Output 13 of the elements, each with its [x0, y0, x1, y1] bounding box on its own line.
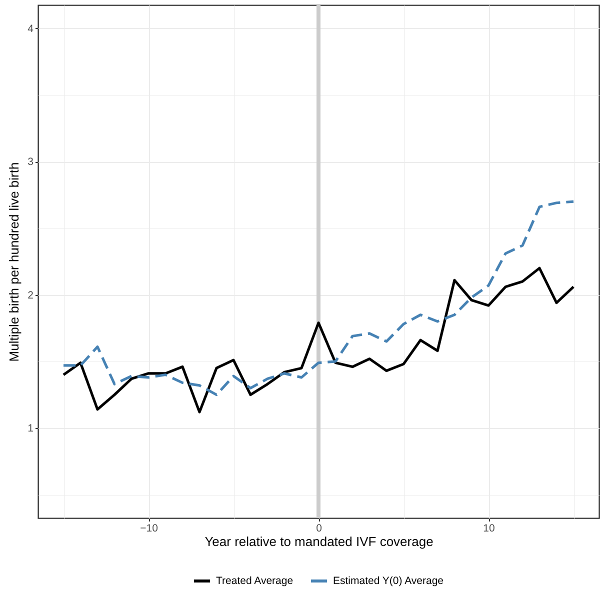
y-tick-label: 1: [28, 422, 34, 435]
legend-label: Treated Average: [216, 575, 294, 587]
x-axis-title: Year relative to mandated IVF coverage: [204, 534, 434, 549]
legend-label: Estimated Y(0) Average: [333, 575, 444, 587]
x-tick-label: 0: [316, 522, 322, 534]
y-tick-label: 4: [28, 22, 34, 35]
x-tick-label: 10: [483, 522, 495, 534]
y-tick-label: 3: [28, 156, 34, 168]
line-series: [62, 200, 575, 396]
x-tick-label: −10: [140, 522, 158, 534]
y-tick-label: 2: [28, 289, 34, 302]
y-axis-title: Multiple birth per hundred live birth: [6, 162, 22, 362]
line-series: [62, 266, 575, 414]
